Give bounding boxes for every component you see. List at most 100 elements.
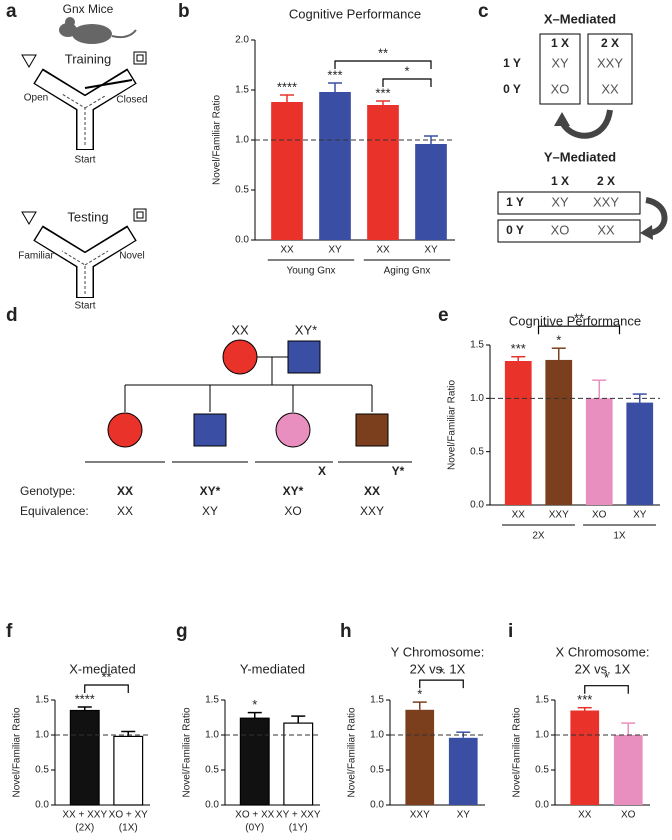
male-symbol	[355, 413, 389, 447]
column-header: 1 X	[551, 36, 569, 50]
swap-arrow	[645, 197, 668, 236]
group-label: 2X	[532, 531, 545, 542]
transgene-mark: X	[318, 464, 326, 478]
significance-bracket	[334, 60, 432, 69]
y-tick-label: 0.5	[535, 765, 549, 776]
parent-label: XY*	[295, 322, 317, 337]
bar	[448, 737, 478, 805]
x-tick-label: XO + XX	[235, 810, 275, 821]
y-axis-label: Novel/Familiar Ratio	[347, 707, 358, 797]
significance-label: ***	[511, 341, 526, 356]
significance-label: *	[556, 333, 561, 348]
mediation-title: Y–Mediated	[544, 149, 616, 164]
significance-label: ***	[577, 692, 592, 707]
x-tick-sublabel: (1Y)	[289, 823, 308, 834]
arrow-head	[640, 225, 653, 240]
maze-arm-label: Novel	[119, 251, 145, 262]
x-tick-label: XXY	[549, 510, 569, 521]
maze-phase: Testing	[67, 209, 108, 224]
y-tick-label: 0.0	[35, 800, 49, 811]
y-tick-label: 0.5	[370, 765, 384, 776]
panel-label: b	[178, 1, 190, 22]
y-tick-label: 1.5	[470, 340, 484, 351]
bracket-label: **	[101, 669, 111, 684]
panel-label: i	[508, 621, 513, 642]
y-tick-label: 0.5	[35, 765, 49, 776]
bracket-label: **	[378, 45, 388, 60]
x-tick-label: XX	[376, 245, 390, 256]
significance-bracket	[419, 679, 464, 689]
arrow-head	[554, 112, 570, 126]
bar	[113, 735, 144, 806]
x-tick-label: XXY	[410, 810, 430, 821]
x-tick-label: XO + XY	[109, 810, 149, 821]
y-tick-label: 1.0	[470, 393, 484, 404]
cell: XXY	[597, 55, 623, 70]
chart-title: Cognitive Performance	[289, 6, 421, 21]
equivalence: XX	[117, 504, 133, 518]
chart-title: 2X vs. 1X	[575, 661, 631, 676]
x-tick-label: XX + XXY	[62, 810, 107, 821]
chart-title: Y Chromosome:	[391, 644, 485, 659]
male-symbol	[287, 340, 321, 374]
bracket-label: *	[404, 63, 409, 78]
y-tick-label: 0.5	[470, 446, 484, 457]
genotype: XY*	[283, 484, 304, 498]
y-tick-label: 0.0	[205, 800, 219, 811]
column-box	[587, 33, 633, 105]
x-tick-sublabel: (2X)	[75, 823, 94, 834]
chart-title: X-mediated	[69, 661, 135, 676]
equivalence: XO	[284, 504, 301, 518]
maze-start: Start	[74, 155, 95, 166]
panel-label: g	[176, 621, 188, 642]
column-header: 2 X	[601, 36, 619, 50]
male-symbol	[193, 413, 227, 447]
y-tick-label: 1.5	[535, 695, 549, 706]
x-tick-label: XY	[424, 245, 438, 256]
row-header: 0 Y	[503, 82, 521, 96]
maze-arm-label: Open	[24, 93, 48, 104]
significance-label: *	[417, 687, 422, 702]
y-axis-label: Novel/Familiar Ratio	[447, 380, 458, 470]
group-label: Young Gnx	[286, 266, 335, 277]
cell: XO	[551, 222, 570, 237]
x-tick-label: XX	[280, 245, 294, 256]
maze	[21, 208, 147, 298]
x-tick-sublabel: (0Y)	[245, 823, 264, 834]
y-tick-label: 1.0	[370, 730, 384, 741]
x-tick-label: XY	[328, 245, 342, 256]
y-axis-label: Novel/Familiar Ratio	[512, 707, 523, 797]
panel-label: d	[6, 305, 18, 326]
maze-panel: Gnx Mice Training Open Closed Start Test…	[18, 2, 147, 311]
x-tick-label: XO	[592, 510, 607, 521]
equivalence: XXY	[360, 504, 384, 518]
significance-bracket	[537, 325, 621, 335]
row-header: 1 Y	[506, 195, 524, 209]
bar	[69, 709, 100, 806]
bar	[585, 398, 613, 505]
bracket-label: *	[439, 665, 444, 680]
bracket-label: *	[604, 670, 609, 685]
group-label: Aging Gnx	[384, 266, 431, 277]
chart-title: 2X vs. 1X	[410, 661, 466, 676]
x-tick-label: XX	[578, 810, 592, 821]
x-tick-label: XY + XXY	[276, 810, 321, 821]
equivalence: XY	[202, 504, 218, 518]
bar	[570, 710, 600, 805]
y-tick-label: 1.5	[370, 695, 384, 706]
panel-label: a	[6, 1, 17, 22]
y-tick-label: 1.0	[35, 730, 49, 741]
y-tick-label: 1.0	[205, 730, 219, 741]
pedigree-panel	[85, 339, 412, 463]
bar	[415, 144, 447, 240]
female-symbol	[275, 412, 311, 448]
column-header: 2 X	[597, 174, 615, 188]
row-box	[497, 191, 641, 215]
row-label: Equivalence:	[20, 504, 89, 518]
y-tick-label: 1.5	[235, 85, 249, 96]
bar	[626, 402, 654, 505]
y-tick-label: 0.5	[205, 765, 219, 776]
female-symbol	[107, 412, 143, 448]
bar	[613, 735, 643, 805]
